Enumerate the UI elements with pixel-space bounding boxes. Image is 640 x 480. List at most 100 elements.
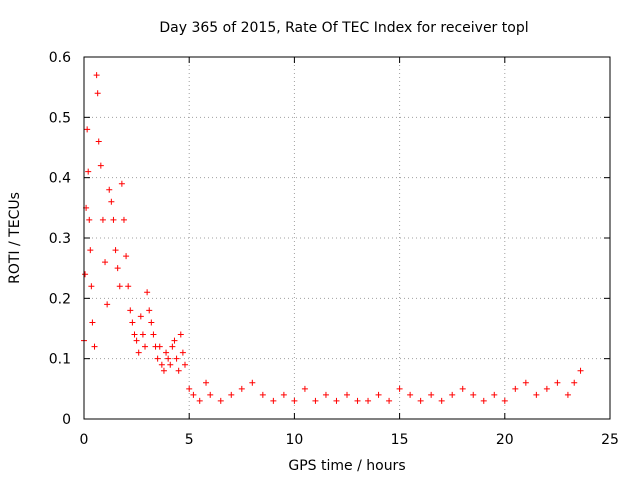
data-point bbox=[127, 307, 134, 314]
data-point bbox=[137, 313, 144, 320]
data-point bbox=[438, 397, 445, 404]
data-point bbox=[407, 391, 414, 398]
data-point bbox=[125, 283, 132, 290]
data-point bbox=[207, 391, 214, 398]
data-point bbox=[186, 385, 193, 392]
data-point bbox=[93, 72, 100, 79]
data-point bbox=[175, 367, 182, 374]
data-point bbox=[543, 385, 550, 392]
data-point bbox=[564, 391, 571, 398]
data-point bbox=[577, 367, 584, 374]
grid-lines bbox=[84, 57, 610, 419]
data-point bbox=[396, 385, 403, 392]
data-point bbox=[146, 307, 153, 314]
data-point bbox=[167, 361, 174, 368]
data-point bbox=[280, 391, 287, 398]
data-point bbox=[217, 397, 224, 404]
data-point bbox=[169, 343, 176, 350]
data-point bbox=[150, 331, 157, 338]
data-point bbox=[84, 126, 91, 133]
data-point bbox=[163, 349, 170, 356]
data-point bbox=[354, 397, 361, 404]
data-point bbox=[106, 186, 113, 193]
data-point bbox=[344, 391, 350, 398]
data-point bbox=[470, 391, 477, 398]
data-point bbox=[82, 271, 89, 278]
data-point bbox=[417, 397, 424, 404]
data-point bbox=[112, 247, 119, 254]
data-point bbox=[190, 391, 197, 398]
data-point bbox=[301, 385, 308, 392]
data-point bbox=[104, 301, 111, 308]
data-point bbox=[512, 385, 519, 392]
x-tick-label: 25 bbox=[601, 432, 619, 448]
y-tick-label: 0 bbox=[62, 412, 71, 428]
x-tick-label: 0 bbox=[80, 432, 89, 448]
data-point bbox=[181, 361, 188, 368]
data-point bbox=[571, 379, 578, 386]
data-point bbox=[196, 397, 203, 404]
y-axis-title: ROTI / TECUs bbox=[7, 192, 23, 284]
data-point bbox=[533, 391, 540, 398]
data-point bbox=[173, 355, 180, 362]
data-point bbox=[522, 379, 529, 386]
data-point bbox=[501, 397, 508, 404]
data-point bbox=[129, 319, 136, 326]
data-point bbox=[249, 379, 256, 386]
data-point bbox=[160, 367, 167, 374]
data-point bbox=[88, 283, 95, 290]
data-point bbox=[142, 343, 149, 350]
data-point bbox=[85, 168, 92, 175]
data-point bbox=[322, 391, 329, 398]
data-point bbox=[123, 253, 130, 260]
data-point bbox=[375, 391, 382, 398]
data-point bbox=[259, 391, 266, 398]
data-point bbox=[135, 349, 142, 356]
data-point bbox=[333, 397, 340, 404]
data-point bbox=[89, 319, 96, 326]
y-tick-label: 0.2 bbox=[49, 291, 71, 307]
y-tick-labels: 0 0.1 0.2 0.3 0.4 0.5 0.6 bbox=[49, 50, 71, 428]
data-point bbox=[158, 361, 165, 368]
data-point bbox=[86, 216, 93, 223]
data-point bbox=[139, 331, 146, 338]
data-point bbox=[203, 379, 210, 386]
data-point bbox=[386, 397, 393, 404]
data-point bbox=[144, 289, 151, 296]
data-point bbox=[94, 90, 101, 97]
data-point bbox=[238, 385, 245, 392]
data-point bbox=[179, 349, 186, 356]
data-point bbox=[154, 355, 161, 362]
data-point bbox=[365, 397, 372, 404]
data-point bbox=[228, 391, 235, 398]
data-point bbox=[291, 397, 298, 404]
data-point bbox=[108, 198, 115, 205]
data-point bbox=[165, 355, 172, 362]
y-tick-label: 0.1 bbox=[49, 352, 71, 368]
data-point bbox=[120, 216, 127, 223]
x-axis-title: GPS time / hours bbox=[288, 458, 405, 474]
x-tick-label: 5 bbox=[185, 432, 194, 448]
data-point bbox=[156, 343, 163, 350]
data-point bbox=[449, 391, 456, 398]
x-tick-label: 15 bbox=[391, 432, 409, 448]
data-point bbox=[171, 337, 178, 344]
data-point bbox=[133, 337, 140, 344]
data-point bbox=[480, 397, 487, 404]
data-point bbox=[95, 138, 102, 145]
data-point bbox=[97, 162, 104, 169]
data-point bbox=[148, 319, 155, 326]
data-point bbox=[114, 265, 121, 272]
data-point bbox=[491, 391, 498, 398]
x-tick-label: 10 bbox=[285, 432, 303, 448]
data-point bbox=[554, 379, 561, 386]
data-point bbox=[99, 216, 106, 223]
data-point bbox=[102, 259, 109, 266]
data-point bbox=[110, 216, 117, 223]
data-point bbox=[459, 385, 466, 392]
data-point bbox=[177, 331, 184, 338]
y-tick-label: 0.6 bbox=[49, 50, 71, 66]
data-point bbox=[270, 397, 277, 404]
data-points bbox=[81, 72, 584, 404]
